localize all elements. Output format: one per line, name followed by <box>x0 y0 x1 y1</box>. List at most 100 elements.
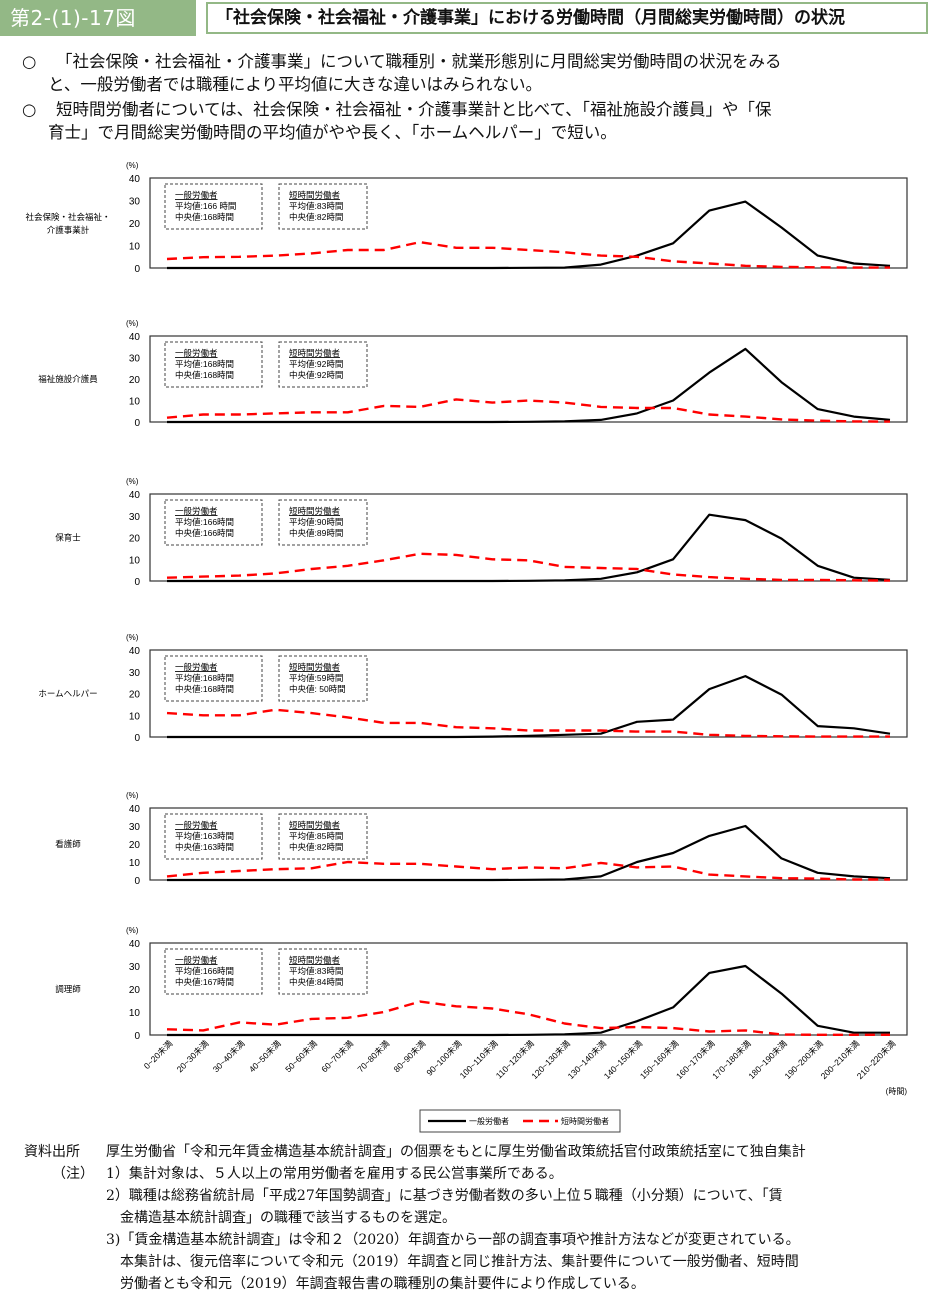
short-stats-title: 短時間労働者 <box>289 662 341 672</box>
general-median: 中央値:168時間 <box>175 212 234 222</box>
panel-label: 看護師 <box>55 839 81 849</box>
y-tick-label: 30 <box>129 668 141 679</box>
panel-label: 介護事業計 <box>47 225 90 235</box>
short-mean: 平均値:92時間 <box>289 359 343 369</box>
y-unit-label: (%) <box>126 319 139 328</box>
y-tick-label: 40 <box>129 804 141 815</box>
plot-area <box>150 178 907 268</box>
general-median: 中央値:167時間 <box>175 977 234 987</box>
x-tick-label: 20~30未満 <box>175 1038 211 1074</box>
short-median: 中央値: 50時間 <box>289 684 346 694</box>
plot-area <box>150 943 907 1035</box>
y-unit-label: (%) <box>126 161 139 170</box>
y-unit-label: (%) <box>126 791 139 800</box>
general-stats-title: 一般労働者 <box>175 662 218 672</box>
y-unit-label: (%) <box>126 926 139 935</box>
y-tick-label: 20 <box>129 375 141 386</box>
general-median: 中央値:166時間 <box>175 528 234 538</box>
short-stats-title: 短時間労働者 <box>289 190 341 200</box>
general-mean: 平均値:166 時間 <box>175 201 236 211</box>
panel-label: 調理師 <box>55 984 81 994</box>
y-tick-label: 0 <box>134 264 140 275</box>
note-3-cont: 本集計は、復元倍率について令和元（2019）年調査と同じ推計方法、集計要件につい… <box>120 1251 799 1273</box>
y-tick-label: 40 <box>129 332 141 343</box>
general-stats-title: 一般労働者 <box>175 190 218 200</box>
general-mean: 平均値:168時間 <box>175 359 234 369</box>
general-median: 中央値:168時間 <box>175 684 234 694</box>
note-3: 3)「賃金構造基本統計調査」は令和２（2020）年調査から一部の調査事項や推計方… <box>106 1229 800 1251</box>
short-mean: 平均値:83時間 <box>289 966 343 976</box>
plot-area <box>150 336 907 422</box>
short-median: 中央値:84時間 <box>289 977 343 987</box>
y-tick-label: 40 <box>129 490 141 501</box>
panel-label: ホームヘルパー <box>38 689 97 699</box>
note-2-cont: 金構造基本統計調査」の職種で該当するものを選定。 <box>120 1207 456 1229</box>
working-hours-charts: (%)010203040社会保険・社会福祉・介護事業計一般労働者平均値:166 … <box>0 0 933 1140</box>
short-stats-title: 短時間労働者 <box>289 820 341 830</box>
x-tick-label: 210~220未満 <box>855 1038 898 1081</box>
y-tick-label: 10 <box>129 711 141 722</box>
general-mean: 平均値:168時間 <box>175 673 234 683</box>
y-tick-label: 10 <box>129 397 141 408</box>
short-stats-title: 短時間労働者 <box>289 348 341 358</box>
general-mean: 平均値:166時間 <box>175 517 234 527</box>
plot-area <box>150 650 907 737</box>
legend-general-label: 一般労働者 <box>469 1116 509 1126</box>
y-tick-label: 10 <box>129 858 141 869</box>
y-unit-label: (%) <box>126 633 139 642</box>
short-mean: 平均値:59時間 <box>289 673 343 683</box>
y-tick-label: 0 <box>134 1031 140 1042</box>
y-tick-label: 10 <box>129 242 141 253</box>
note-3-cont2: 労働者とも令和元（2019）年調査報告書の職種別の集計要件により作成している。 <box>120 1273 645 1295</box>
short-mean: 平均値:90時間 <box>289 517 343 527</box>
general-median: 中央値:163時間 <box>175 842 234 852</box>
general-mean: 平均値:166時間 <box>175 966 234 976</box>
y-tick-label: 30 <box>129 512 141 523</box>
y-tick-label: 10 <box>129 1008 141 1019</box>
x-tick-label: 30~40未満 <box>211 1038 247 1074</box>
y-tick-label: 40 <box>129 174 141 185</box>
short-stats-title: 短時間労働者 <box>289 506 341 516</box>
y-tick-label: 0 <box>134 733 140 744</box>
legend-short-label: 短時間労働者 <box>561 1116 609 1126</box>
general-mean: 平均値:163時間 <box>175 831 234 841</box>
y-tick-label: 20 <box>129 840 141 851</box>
general-stats-title: 一般労働者 <box>175 348 218 358</box>
y-tick-label: 40 <box>129 939 141 950</box>
x-unit-label: (時間) <box>886 1087 908 1096</box>
y-tick-label: 30 <box>129 962 141 973</box>
x-tick-label: 0~20未満 <box>142 1038 175 1071</box>
y-tick-label: 10 <box>129 555 141 566</box>
y-tick-label: 0 <box>134 418 140 429</box>
short-stats-title: 短時間労働者 <box>289 955 341 965</box>
plot-area <box>150 494 907 581</box>
panel-label: 福祉施設介護員 <box>38 374 98 384</box>
x-tick-label: 60~70未満 <box>319 1038 355 1074</box>
y-tick-label: 20 <box>129 534 141 545</box>
short-mean: 平均値:83時間 <box>289 201 343 211</box>
panel-label: 保育士 <box>55 533 81 543</box>
note-label: （注） <box>52 1163 94 1185</box>
y-tick-label: 20 <box>129 219 141 230</box>
y-tick-label: 30 <box>129 354 141 365</box>
general-stats-title: 一般労働者 <box>175 820 218 830</box>
y-tick-label: 30 <box>129 822 141 833</box>
source-label: 資料出所 <box>24 1141 80 1163</box>
note-2: 2）職種は総務省統計局「平成27年国勢調査」に基づき労働者数の多い上位５職種（小… <box>106 1185 783 1207</box>
short-median: 中央値:82時間 <box>289 842 343 852</box>
short-mean: 平均値:85時間 <box>289 831 343 841</box>
y-tick-label: 0 <box>134 577 140 588</box>
general-stats-title: 一般労働者 <box>175 955 218 965</box>
general-median: 中央値:168時間 <box>175 370 234 380</box>
note-1: 1）集計対象は、５人以上の常用労働者を雇用する民公営事業所である。 <box>106 1163 563 1185</box>
y-tick-label: 20 <box>129 985 141 996</box>
panel-label: 社会保険・社会福祉・ <box>25 212 110 222</box>
y-tick-label: 0 <box>134 876 140 887</box>
x-tick-label: 50~60未満 <box>283 1038 319 1074</box>
short-median: 中央値:82時間 <box>289 212 343 222</box>
short-median: 中央値:92時間 <box>289 370 343 380</box>
y-tick-label: 40 <box>129 646 141 657</box>
x-tick-label: 80~90未満 <box>391 1038 427 1074</box>
y-tick-label: 30 <box>129 197 141 208</box>
short-median: 中央値:89時間 <box>289 528 343 538</box>
